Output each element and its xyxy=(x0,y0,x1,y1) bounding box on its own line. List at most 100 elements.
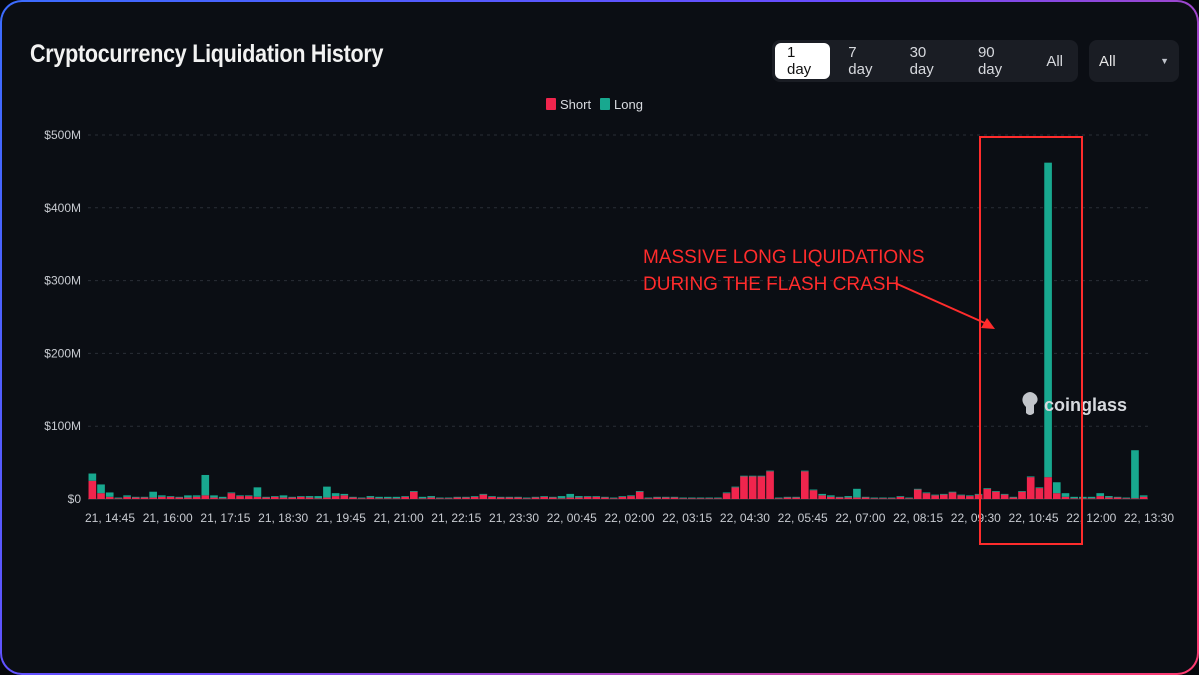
bar-group[interactable] xyxy=(1018,490,1026,499)
bar-group[interactable] xyxy=(436,497,444,499)
bar-group[interactable] xyxy=(575,496,583,499)
bar-group[interactable] xyxy=(366,496,375,499)
bar-group[interactable] xyxy=(488,496,496,499)
range-1-day-button[interactable]: 1 day xyxy=(775,43,831,79)
bar-group[interactable] xyxy=(618,496,627,499)
bar-group[interactable] xyxy=(966,495,974,499)
bar-group[interactable] xyxy=(288,496,297,499)
bar-group[interactable] xyxy=(1061,493,1070,499)
bar-group[interactable] xyxy=(592,496,601,499)
bar-group[interactable] xyxy=(714,497,722,499)
bar-group[interactable] xyxy=(140,496,149,499)
bar-group[interactable] xyxy=(262,496,270,499)
bar-group[interactable] xyxy=(218,496,227,499)
bar-group[interactable] xyxy=(175,496,184,499)
bar-group[interactable] xyxy=(557,496,566,499)
bar-group[interactable] xyxy=(792,496,800,499)
bar-group[interactable] xyxy=(149,491,157,499)
bar-group[interactable] xyxy=(1096,493,1105,499)
bar-group[interactable] xyxy=(661,496,670,499)
bar-group[interactable] xyxy=(748,475,757,499)
bar-group[interactable] xyxy=(192,495,201,499)
bar-group[interactable] xyxy=(566,493,575,499)
range-30-day-button[interactable]: 30 day xyxy=(909,44,934,78)
bar-group[interactable] xyxy=(696,497,705,499)
bar-group[interactable] xyxy=(227,492,236,499)
bar-group[interactable] xyxy=(931,494,939,499)
coin-filter-select[interactable]: All ▼ xyxy=(1089,40,1179,82)
bar-group[interactable] xyxy=(453,496,462,499)
bar-group[interactable] xyxy=(992,490,1000,499)
bar-group[interactable] xyxy=(818,493,827,499)
bar-group[interactable] xyxy=(861,496,870,499)
range-all-button[interactable]: All xyxy=(1046,52,1064,70)
bar-group[interactable] xyxy=(983,488,992,499)
bar-group[interactable] xyxy=(1087,496,1096,499)
bar-group[interactable] xyxy=(383,496,392,499)
bar-group[interactable] xyxy=(123,495,131,499)
bar-group[interactable] xyxy=(1113,496,1122,499)
bar-group[interactable] xyxy=(531,496,540,499)
bar-group[interactable] xyxy=(627,495,635,499)
bar-group[interactable] xyxy=(609,497,618,499)
bar-group[interactable] xyxy=(349,496,357,499)
bar-group[interactable] xyxy=(827,495,835,499)
bar-group[interactable] xyxy=(1070,496,1078,499)
bar-group[interactable] xyxy=(887,497,896,499)
range-90-day-button[interactable]: 90 day xyxy=(977,44,1003,78)
bar-group[interactable] xyxy=(236,495,244,499)
bar-group[interactable] xyxy=(105,492,114,499)
bar-group[interactable] xyxy=(297,496,305,499)
bar-group[interactable] xyxy=(88,473,97,499)
bar-group[interactable] xyxy=(913,488,922,499)
bar-group[interactable] xyxy=(740,475,748,499)
bar-group[interactable] xyxy=(549,496,557,499)
bar-group[interactable] xyxy=(401,496,409,499)
bar-group[interactable] xyxy=(774,497,783,499)
bar-group[interactable] xyxy=(314,496,323,499)
bar-group[interactable] xyxy=(201,474,210,499)
bar-group[interactable] xyxy=(974,493,983,499)
bar-group[interactable] xyxy=(809,489,818,499)
bar-group[interactable] xyxy=(462,496,470,499)
bar-group[interactable] xyxy=(583,496,592,499)
bar-group[interactable] xyxy=(1000,493,1009,499)
bar-group[interactable] xyxy=(496,496,505,499)
bar-group[interactable] xyxy=(479,493,488,499)
bar-group[interactable] xyxy=(340,493,349,499)
bar-group[interactable] xyxy=(957,494,966,499)
bar-group[interactable] xyxy=(705,497,714,499)
bar-group[interactable] xyxy=(166,496,175,499)
bar-group[interactable] xyxy=(635,490,644,499)
bar-group[interactable] xyxy=(392,496,401,499)
bar-group[interactable] xyxy=(905,497,913,499)
bar-group[interactable] xyxy=(409,490,418,499)
bar-group[interactable] xyxy=(670,496,679,499)
bar-group[interactable] xyxy=(870,497,879,499)
bar-group[interactable] xyxy=(757,475,766,499)
bar-group[interactable] xyxy=(97,484,105,499)
bar-group[interactable] xyxy=(844,496,853,499)
bar-group[interactable] xyxy=(1052,482,1061,499)
bar-group[interactable] xyxy=(1035,487,1044,499)
bar-group[interactable] xyxy=(331,493,340,499)
bar-group[interactable] xyxy=(184,495,192,499)
bar-group[interactable] xyxy=(922,492,931,499)
bar-group[interactable] xyxy=(722,492,731,499)
bar-group[interactable] xyxy=(896,496,905,499)
bar-group[interactable] xyxy=(131,496,140,499)
bar-group[interactable] xyxy=(601,496,609,499)
bar-group[interactable] xyxy=(505,496,514,499)
bar-group[interactable] xyxy=(357,497,366,499)
range-7-day-button[interactable]: 7 day xyxy=(848,44,873,78)
bar-group[interactable] xyxy=(114,497,123,499)
bar-group[interactable] xyxy=(323,486,331,499)
bar-group[interactable] xyxy=(244,495,253,499)
bar-group[interactable] xyxy=(444,497,453,499)
bar-group[interactable] xyxy=(1122,497,1131,499)
bar-group[interactable] xyxy=(1009,496,1018,499)
bar-group[interactable] xyxy=(948,491,957,499)
bar-group[interactable] xyxy=(270,496,279,499)
bar-group[interactable] xyxy=(939,493,948,499)
bar-group[interactable] xyxy=(1139,495,1148,499)
